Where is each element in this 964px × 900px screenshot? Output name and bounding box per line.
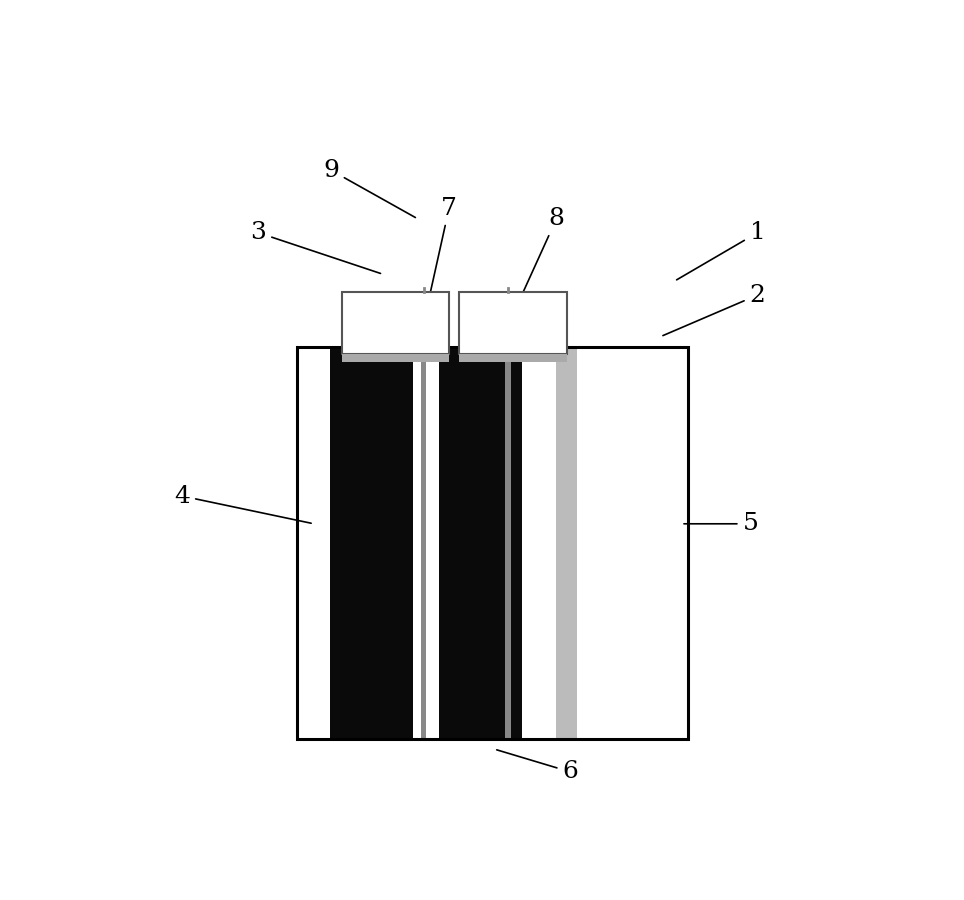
Text: 2: 2 bbox=[663, 284, 765, 336]
Bar bbox=[505, 292, 511, 739]
Bar bbox=[341, 292, 449, 354]
Bar bbox=[297, 347, 688, 739]
Bar bbox=[522, 347, 555, 739]
Bar bbox=[330, 347, 413, 739]
Text: 6: 6 bbox=[496, 750, 578, 783]
Text: 7: 7 bbox=[429, 197, 457, 300]
Bar bbox=[460, 292, 567, 354]
Bar bbox=[460, 354, 567, 363]
Text: 3: 3 bbox=[251, 221, 381, 274]
Text: 5: 5 bbox=[683, 512, 759, 535]
Text: 9: 9 bbox=[323, 159, 415, 218]
Bar bbox=[297, 347, 330, 739]
Bar bbox=[297, 347, 688, 739]
Text: 4: 4 bbox=[174, 484, 311, 523]
Bar bbox=[555, 347, 576, 739]
Bar bbox=[341, 354, 449, 363]
Bar bbox=[413, 347, 440, 739]
Bar bbox=[576, 347, 688, 739]
Bar bbox=[421, 292, 426, 739]
Text: 8: 8 bbox=[522, 207, 564, 292]
Text: 1: 1 bbox=[677, 221, 765, 280]
Bar bbox=[440, 347, 522, 739]
